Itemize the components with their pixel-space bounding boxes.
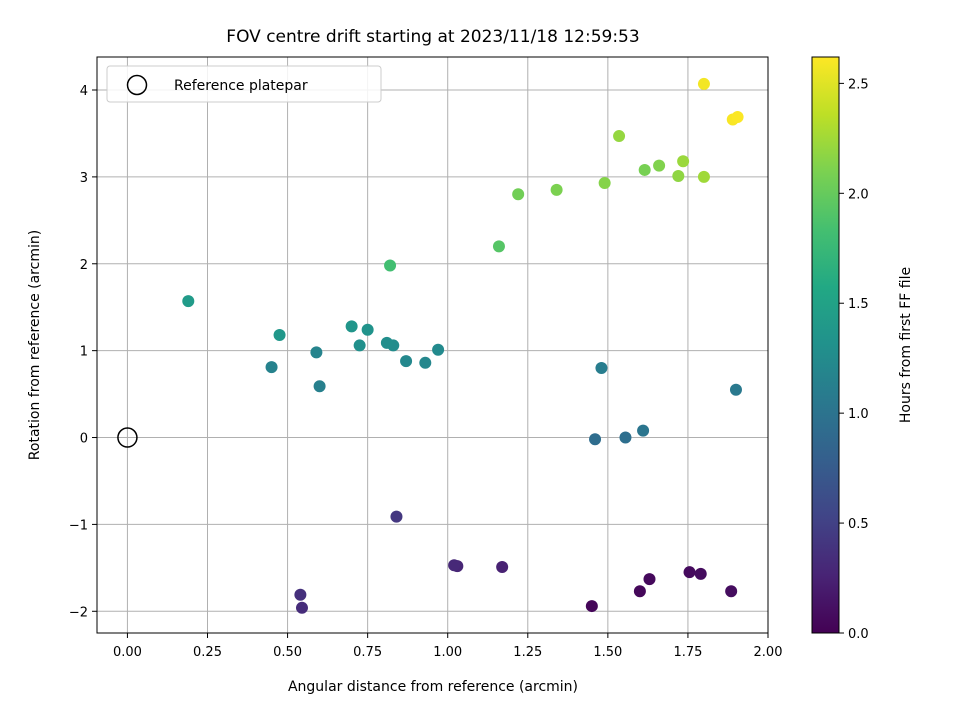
data-point <box>313 380 326 393</box>
y-tick-label: 4 <box>80 84 88 99</box>
legend-box <box>106 65 382 103</box>
y-axis-label: Rotation from reference (arcmin) <box>27 230 43 460</box>
data-point <box>731 110 744 123</box>
colorbar-tick-label: 0.5 <box>848 517 869 532</box>
data-point <box>595 362 608 375</box>
data-point <box>619 431 632 444</box>
data-point <box>633 585 646 598</box>
reference-point-marker <box>117 427 138 448</box>
y-tick-label: −1 <box>69 518 88 533</box>
data-point <box>613 130 626 143</box>
data-point <box>512 188 525 201</box>
colorbar: 0.0 0.5 1.0 1.5 2.0 2.5 Hours from first FF f… <box>811 56 914 642</box>
chart-title: FOV centre drift starting at 2023/11/18 … <box>226 27 639 47</box>
data-point <box>589 433 602 446</box>
data-point <box>672 170 685 183</box>
data-point <box>697 77 710 90</box>
plot-area <box>96 56 769 634</box>
data-point <box>694 567 707 580</box>
x-tick-label: 1.75 <box>673 645 702 660</box>
data-point <box>550 183 563 196</box>
plot-background <box>97 57 768 633</box>
x-tick-label: 2.00 <box>754 645 783 660</box>
data-point <box>384 259 397 272</box>
y-tick-label: −2 <box>69 605 88 620</box>
data-point <box>380 336 393 349</box>
x-tick-label: 0.50 <box>273 645 302 660</box>
colorbar-frame <box>811 56 840 634</box>
x-tick-label: 0.75 <box>353 645 382 660</box>
x-tick-label: 1.25 <box>513 645 542 660</box>
data-points <box>182 77 744 614</box>
y-tick-label: 3 <box>80 171 88 186</box>
data-point <box>294 588 307 601</box>
y-axis-ticks: −2 −1 0 1 2 3 4 <box>69 84 97 620</box>
colorbar-tick-label: 1.5 <box>848 297 869 312</box>
data-point <box>598 176 611 189</box>
data-point <box>419 356 432 369</box>
colorbar-tick-label: 2.5 <box>848 77 869 92</box>
x-tick-label: 0.25 <box>193 645 222 660</box>
data-point <box>653 159 666 172</box>
data-point <box>637 424 650 437</box>
colorbar-tick-label: 1.0 <box>848 407 869 422</box>
colorbar-tick-label: 0.0 <box>848 627 869 642</box>
data-point <box>345 320 358 333</box>
data-point <box>725 585 738 598</box>
data-point <box>361 323 374 336</box>
colorbar-ticks: 0.0 0.5 1.0 1.5 2.0 2.5 <box>839 77 869 642</box>
data-point <box>677 155 690 168</box>
data-point <box>390 510 403 523</box>
x-tick-label: 0.00 <box>113 645 142 660</box>
data-point <box>683 566 696 579</box>
data-point <box>295 601 308 614</box>
colorbar-gradient <box>812 57 839 633</box>
data-point <box>496 560 509 573</box>
y-tick-label: 2 <box>80 258 88 273</box>
data-point <box>310 346 323 359</box>
data-point <box>643 573 656 586</box>
data-point <box>400 355 413 368</box>
legend-entry-reference: Reference platepar <box>174 78 308 94</box>
x-tick-label: 1.50 <box>593 645 622 660</box>
data-point <box>182 295 195 308</box>
data-point <box>353 339 366 352</box>
data-point <box>638 163 651 176</box>
data-point <box>697 170 710 183</box>
legend: Reference platepar <box>106 65 382 103</box>
data-point <box>265 361 278 374</box>
data-point <box>432 343 445 356</box>
data-point <box>273 329 286 342</box>
colorbar-label: Hours from first FF file <box>898 267 914 423</box>
x-axis-ticks: 0.00 0.25 0.50 0.75 1.00 1.25 1.50 1.75 2.00 <box>113 633 783 660</box>
x-axis-label: Angular distance from reference (arcmin) <box>288 679 578 695</box>
data-point <box>492 240 505 253</box>
colorbar-tick-label: 2.0 <box>848 187 869 202</box>
data-point <box>729 383 742 396</box>
plot-frame <box>96 56 769 634</box>
x-tick-label: 1.00 <box>433 645 462 660</box>
data-point <box>448 559 461 572</box>
y-tick-label: 1 <box>80 345 88 360</box>
y-tick-label: 0 <box>80 432 88 447</box>
data-point <box>585 600 598 613</box>
legend-marker-icon <box>126 74 148 96</box>
